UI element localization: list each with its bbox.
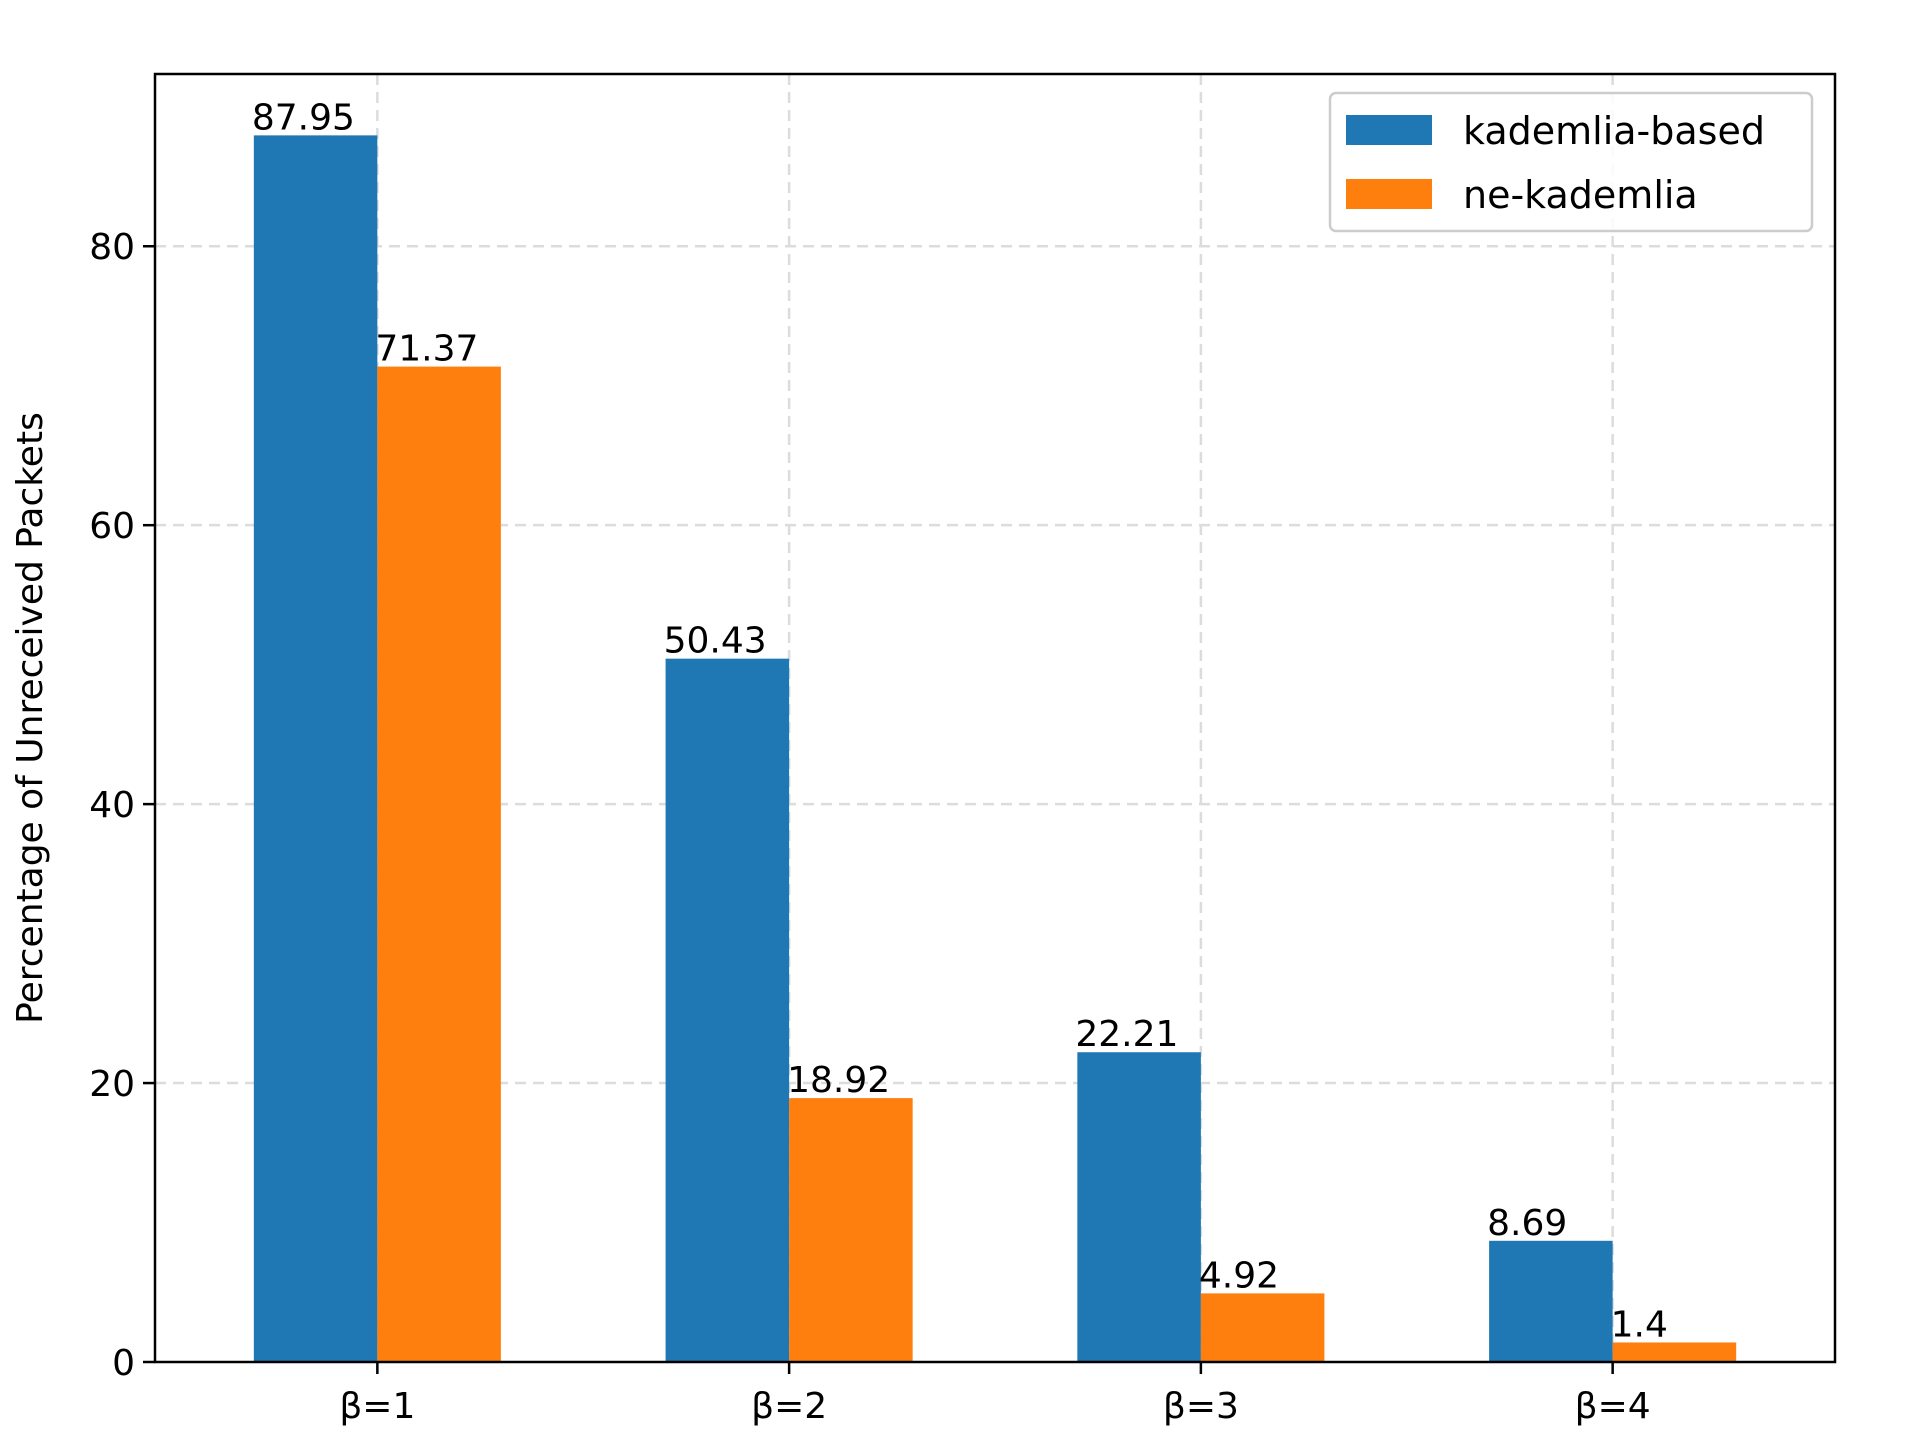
x-tick-label: β=4 (1575, 1386, 1651, 1427)
legend-swatch-ne-kademlia (1346, 179, 1432, 209)
y-tick-label: 20 (89, 1064, 135, 1105)
legend-swatch-kademlia-based (1346, 115, 1432, 145)
data-label-kademlia-based-1: 87.95 (252, 97, 355, 138)
data-label-ne-kademlia-2: 18.92 (787, 1060, 890, 1101)
bar-kademlia-based-1 (253, 135, 378, 1362)
bar-ne-kademlia-2 (789, 1098, 913, 1362)
plot-frame (153, 72, 1837, 1364)
bar-kademlia-based-4 (1489, 1240, 1613, 1362)
data-label-kademlia-based-4: 8.69 (1487, 1203, 1567, 1244)
y-tick-label: 40 (89, 785, 135, 826)
bars-layer (253, 135, 1737, 1362)
legend: kademlia-based ne-kademlia (1328, 91, 1814, 233)
y-axis-ticks: 0 20 40 60 80 (89, 227, 155, 1384)
legend-label-ne-kademlia: ne-kademlia (1463, 173, 1698, 217)
x-tick-label: β=3 (1163, 1386, 1239, 1427)
data-label-ne-kademlia-1: 71.37 (375, 329, 478, 370)
y-tick-label: 0 (112, 1343, 135, 1384)
y-tick-label: 80 (89, 227, 135, 268)
x-tick-label: β=1 (339, 1386, 415, 1427)
bar-ne-kademlia-4 (1612, 1342, 1737, 1362)
data-label-ne-kademlia-3: 4.92 (1199, 1255, 1279, 1296)
bar-kademlia-based-3 (1077, 1052, 1201, 1362)
data-label-kademlia-based-2: 50.43 (664, 621, 767, 662)
legend-box (1328, 91, 1814, 233)
x-tick-label: β=2 (751, 1386, 827, 1427)
bar-ne-kademlia-3 (1200, 1293, 1325, 1362)
data-label-ne-kademlia-4: 1.4 (1611, 1304, 1668, 1345)
legend-label-kademlia-based: kademlia-based (1463, 109, 1765, 153)
y-axis-title: Percentage of Unreceived Packets (10, 412, 51, 1024)
x-axis-ticks: β=1 β=2 β=3 β=4 (339, 1362, 1651, 1427)
y-tick-label: 60 (89, 506, 135, 547)
data-label-kademlia-based-3: 22.21 (1075, 1014, 1178, 1055)
bar-ne-kademlia-1 (377, 366, 501, 1362)
data-labels-layer: 87.95 50.43 22.21 8.69 71.37 18.92 4.92 1.4 (252, 97, 1668, 1345)
bar-kademlia-based-2 (665, 658, 790, 1362)
